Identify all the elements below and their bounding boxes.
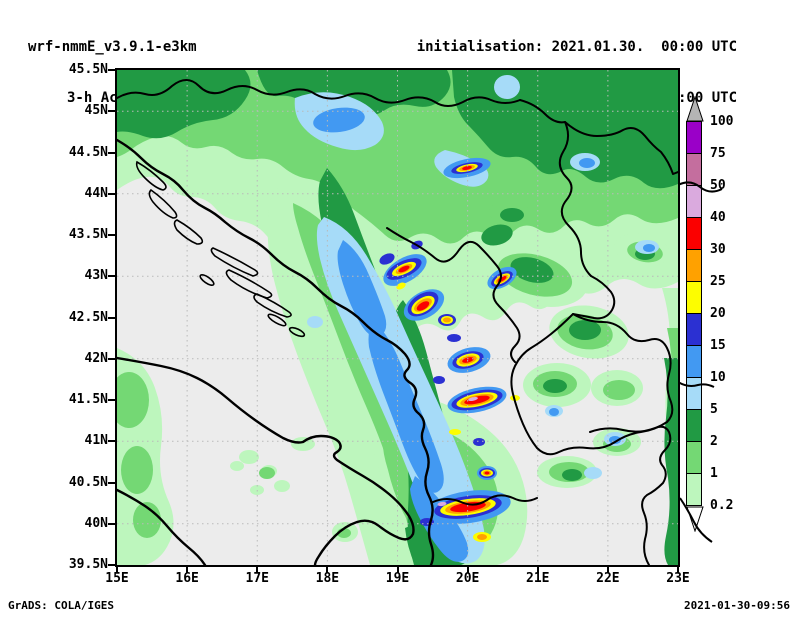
colorbar-band xyxy=(686,153,702,186)
colorbar-band xyxy=(686,441,702,474)
colorbar-level-label: 2 xyxy=(710,434,718,449)
lon-tick-mark xyxy=(536,567,539,573)
colorbar-band xyxy=(686,473,702,506)
colorbar-band xyxy=(686,121,702,154)
colorbar-level-label: 0.2 xyxy=(710,498,734,513)
precipitation-map xyxy=(117,70,678,565)
lat-tick-label: 45.5N xyxy=(68,62,108,77)
lat-tick-label: 42.5N xyxy=(68,309,108,325)
colorbar-level-label: 15 xyxy=(710,338,726,353)
lat-tick-mark xyxy=(108,151,115,154)
grads-credit: GrADS: COLA/IGES xyxy=(8,599,114,612)
model-title: wrf-nmmE_v3.9.1-e3km xyxy=(28,39,197,55)
country-borders xyxy=(117,79,678,565)
lat-tick-mark xyxy=(108,316,115,319)
colorbar-band xyxy=(686,217,702,250)
gridlines xyxy=(117,70,678,565)
lat-tick-label: 41N xyxy=(84,433,108,449)
lon-tick-mark xyxy=(186,567,189,573)
colorbar-level-label: 40 xyxy=(710,210,726,225)
lat-tick-mark xyxy=(108,192,115,195)
lon-tick-mark xyxy=(396,567,399,573)
colorbar-overflow-arrow xyxy=(686,96,704,122)
lat-tick-mark xyxy=(108,357,115,360)
lat-tick-label: 44N xyxy=(84,185,108,201)
precip-layer-40 xyxy=(437,396,478,507)
lon-tick-label: 23E xyxy=(666,571,690,586)
lat-tick-mark xyxy=(108,481,115,484)
lon-tick-label: 17E xyxy=(245,571,269,586)
lat-tick-label: 39.5N xyxy=(68,557,108,572)
colorbar-level-label: 30 xyxy=(710,242,726,257)
lon-tick-label: 18E xyxy=(315,571,340,586)
lat-tick-label: 43.5N xyxy=(68,227,108,242)
lat-tick-mark xyxy=(108,234,115,236)
colorbar-level-label: 20 xyxy=(710,306,726,321)
colorbar-band xyxy=(686,345,702,378)
colorbar-level-label: 5 xyxy=(710,402,718,417)
lat-tick-mark xyxy=(108,275,115,278)
lat-tick-mark xyxy=(108,522,115,525)
lat-tick-label: 40.5N xyxy=(68,474,108,490)
colorbar-level-label: 75 xyxy=(710,146,726,161)
lat-tick-label: 44.5N xyxy=(68,144,108,160)
colorbar: 100 75 50 40 30 25 20 15 10 5 2 1 0.2 xyxy=(686,96,746,546)
colorbar-band xyxy=(686,409,702,442)
colorbar-band xyxy=(686,377,702,410)
lat-tick-label: 42N xyxy=(84,350,108,366)
lat-tick-mark xyxy=(108,564,115,566)
lon-tick-mark xyxy=(116,567,118,573)
lon-tick-label: 19E xyxy=(385,571,410,586)
colorbar-band xyxy=(686,249,702,282)
initialisation-label: initialisation: 2021.01.30. 00:00 UTC xyxy=(416,39,737,55)
lon-tick-label: 16E xyxy=(175,571,199,586)
lon-tick-mark xyxy=(256,567,259,573)
colorbar-level-label: 100 xyxy=(710,114,734,129)
colorbar-band xyxy=(686,185,702,218)
colorbar-level-label: 1 xyxy=(710,466,718,481)
colorbar-band xyxy=(686,313,702,346)
lat-tick-mark xyxy=(108,399,115,401)
colorbar-band xyxy=(686,281,702,314)
lon-tick-mark xyxy=(677,567,679,573)
lon-tick-mark xyxy=(606,567,609,573)
lon-tick-mark xyxy=(466,567,469,573)
lat-tick-mark xyxy=(108,440,115,443)
colorbar-level-label: 25 xyxy=(710,274,726,289)
lon-tick-label: 22E xyxy=(596,571,620,586)
colorbar-underflow-arrow xyxy=(686,506,704,532)
lat-tick-mark xyxy=(108,69,115,71)
colorbar-level-label: 50 xyxy=(710,178,726,193)
colorbar-level-label: 10 xyxy=(710,370,726,385)
islands xyxy=(135,160,306,338)
lon-tick-mark xyxy=(326,567,329,573)
lon-tick-label: 20E xyxy=(455,571,480,586)
creation-timestamp: 2021-01-30-09:56 xyxy=(684,599,790,612)
lat-tick-label: 45N xyxy=(84,103,108,119)
map-canvas xyxy=(115,68,680,567)
lat-tick-label: 41.5N xyxy=(68,392,108,407)
lon-tick-label: 15E xyxy=(105,571,129,586)
coastline xyxy=(117,138,435,565)
lat-tick-label: 43N xyxy=(84,268,108,284)
lat-tick-label: 40N xyxy=(84,515,108,531)
lat-tick-mark xyxy=(108,110,115,113)
lon-tick-label: 21E xyxy=(526,571,550,586)
